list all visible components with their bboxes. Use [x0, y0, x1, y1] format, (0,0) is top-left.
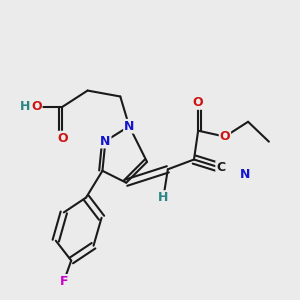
Text: H: H: [20, 100, 30, 113]
Text: O: O: [220, 130, 230, 143]
Text: N: N: [124, 120, 134, 133]
Text: O: O: [57, 132, 68, 145]
Text: O: O: [193, 96, 203, 109]
Text: N: N: [100, 135, 111, 148]
Text: N: N: [240, 168, 250, 181]
Text: C: C: [216, 161, 225, 174]
Text: H: H: [158, 191, 169, 204]
Text: O: O: [31, 100, 42, 113]
Text: F: F: [60, 275, 68, 288]
